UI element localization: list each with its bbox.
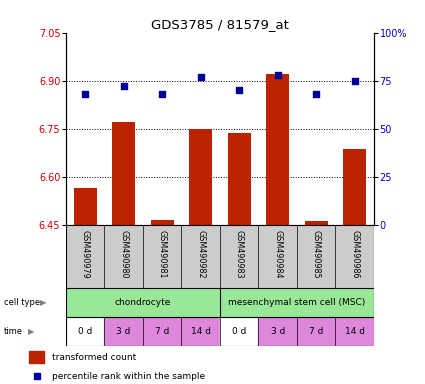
- Bar: [150, 220, 174, 225]
- Point: [82, 91, 88, 97]
- Point: [120, 83, 127, 89]
- Text: time: time: [4, 327, 23, 336]
- Text: GSM490982: GSM490982: [196, 230, 205, 278]
- Bar: [29, 351, 44, 363]
- Text: chondrocyte: chondrocyte: [115, 298, 171, 307]
- Text: GSM490985: GSM490985: [312, 230, 321, 278]
- Point: [274, 72, 281, 78]
- Text: ▶: ▶: [28, 327, 34, 336]
- Bar: [143, 317, 181, 346]
- Text: 7 d: 7 d: [155, 327, 169, 336]
- Title: GDS3785 / 81579_at: GDS3785 / 81579_at: [151, 18, 289, 31]
- Text: 14 d: 14 d: [191, 327, 211, 336]
- Bar: [335, 317, 374, 346]
- Text: 0 d: 0 d: [232, 327, 246, 336]
- Bar: [105, 317, 143, 346]
- Point: [197, 74, 204, 80]
- Bar: [305, 222, 328, 225]
- Text: GSM490981: GSM490981: [158, 230, 167, 278]
- Point: [236, 87, 243, 93]
- Text: mesenchymal stem cell (MSC): mesenchymal stem cell (MSC): [228, 298, 366, 307]
- Bar: [258, 317, 297, 346]
- Bar: [189, 129, 212, 225]
- Text: 0 d: 0 d: [78, 327, 92, 336]
- Bar: [66, 225, 374, 288]
- Text: cell type: cell type: [4, 298, 40, 307]
- Point: [351, 78, 358, 84]
- Text: 14 d: 14 d: [345, 327, 365, 336]
- Bar: [343, 149, 366, 225]
- Text: percentile rank within the sample: percentile rank within the sample: [52, 372, 205, 381]
- Text: transformed count: transformed count: [52, 353, 136, 362]
- Bar: [181, 317, 220, 346]
- Bar: [112, 122, 135, 225]
- Text: GSM490986: GSM490986: [350, 230, 359, 278]
- Bar: [66, 288, 220, 317]
- Bar: [228, 134, 251, 225]
- Text: GSM490984: GSM490984: [273, 230, 282, 278]
- Text: 3 d: 3 d: [116, 327, 131, 336]
- Bar: [74, 188, 96, 225]
- Point: [159, 91, 166, 97]
- Text: ▶: ▶: [40, 298, 47, 307]
- Bar: [266, 74, 289, 225]
- Text: GSM490980: GSM490980: [119, 230, 128, 278]
- Point: [313, 91, 320, 97]
- Bar: [66, 225, 374, 288]
- Text: 7 d: 7 d: [309, 327, 323, 336]
- Text: GSM490979: GSM490979: [81, 230, 90, 278]
- Text: 3 d: 3 d: [271, 327, 285, 336]
- Bar: [66, 317, 105, 346]
- Text: GSM490983: GSM490983: [235, 230, 244, 278]
- Bar: [297, 317, 335, 346]
- Bar: [220, 288, 374, 317]
- Bar: [220, 317, 258, 346]
